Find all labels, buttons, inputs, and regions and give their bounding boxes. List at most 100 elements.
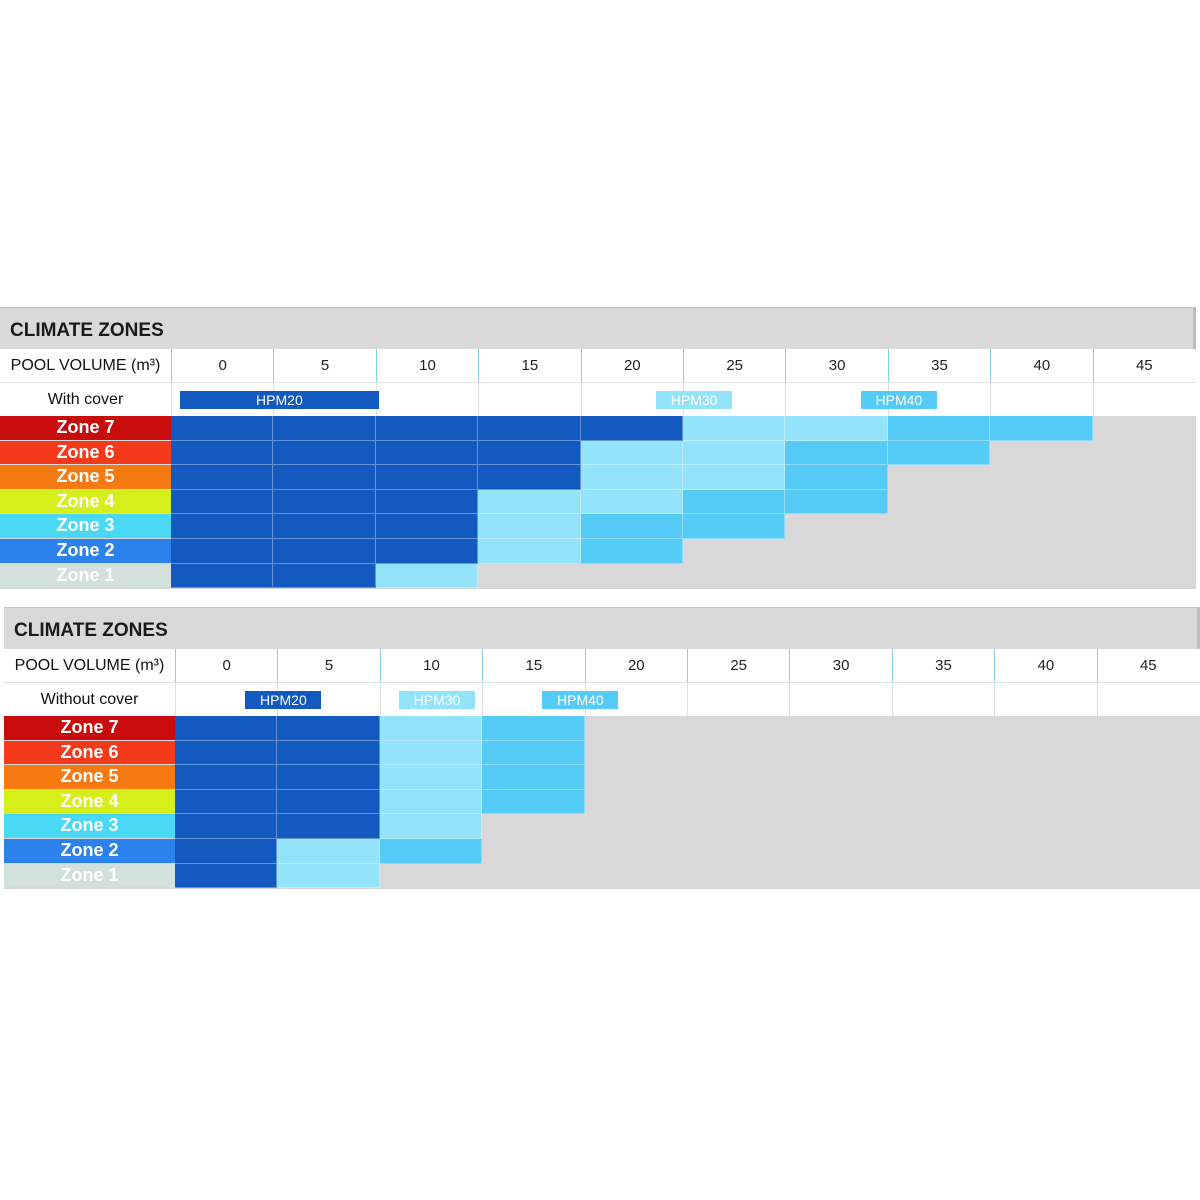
zone-cell-hpm40 xyxy=(887,440,991,466)
zone-label-zone-7: Zone 7 xyxy=(0,416,171,440)
zone-cell-hpm30 xyxy=(277,863,380,889)
legend-hpm40: HPM40 xyxy=(860,391,937,409)
cover-row-cell xyxy=(478,383,580,416)
zone-cell-hpm30 xyxy=(379,716,483,741)
zone-cell-hpm30 xyxy=(683,440,786,466)
zone-cell-hpm30 xyxy=(580,465,683,490)
zone-cell-hpm20 xyxy=(273,514,376,539)
zone-cell-hpm20 xyxy=(171,465,274,490)
volume-tick-label: 25 xyxy=(683,349,785,382)
zone-cell-hpm30 xyxy=(478,489,581,515)
zone-cell-hpm20 xyxy=(375,416,479,441)
pool-volume-header-row: POOL VOLUME (m³) 0 5 10 15 20 25 30 35 40 45 xyxy=(0,349,1196,383)
cover-row-cell xyxy=(175,683,277,716)
zone-cell-hpm20 xyxy=(171,416,274,441)
cover-row-cell xyxy=(482,683,584,716)
zone-cell-hpm20 xyxy=(478,440,581,466)
zone-cell-hpm20 xyxy=(175,740,278,766)
zone-cell-hpm20 xyxy=(277,814,380,839)
zone-cell-hpm40 xyxy=(683,489,786,515)
volume-tick-label: 30 xyxy=(785,349,887,382)
zone-cell-hpm20 xyxy=(175,814,278,839)
zone-label-zone-6: Zone 6 xyxy=(4,740,175,765)
zone-cell-hpm30 xyxy=(683,465,786,490)
volume-tick-label: 10 xyxy=(379,649,482,682)
zone-cell-hpm30 xyxy=(580,440,683,466)
volume-tick-label: 20 xyxy=(584,649,687,682)
zone-cell-hpm20 xyxy=(273,440,376,466)
zone-cell-hpm40 xyxy=(482,765,585,790)
cover-row-cell xyxy=(990,383,1092,416)
zone-cell-hpm30 xyxy=(683,416,786,441)
zone-cell-hpm30 xyxy=(379,789,483,815)
zone-cell-hpm30 xyxy=(375,563,479,589)
legend-hpm30: HPM30 xyxy=(399,691,475,709)
zone-cell-hpm20 xyxy=(375,514,479,539)
zone-cell-hpm20 xyxy=(478,465,581,490)
zone-cell-hpm30 xyxy=(785,416,888,441)
volume-tick-label: 10 xyxy=(375,349,478,382)
zone-label-zone-4: Zone 4 xyxy=(4,789,175,814)
zone-cell-hpm30 xyxy=(379,740,483,766)
zone-cell-hpm20 xyxy=(375,440,479,466)
zone-cell-hpm20 xyxy=(175,765,278,790)
cover-row-cell xyxy=(891,683,994,716)
zone-cell-hpm40 xyxy=(580,539,683,564)
zone-label-zone-4: Zone 4 xyxy=(0,489,171,514)
zone-cell-hpm40 xyxy=(482,716,585,741)
volume-tick-label: 5 xyxy=(277,649,379,682)
volume-tick-label: 20 xyxy=(580,349,683,382)
zone-cell-hpm40 xyxy=(482,740,585,766)
zone-cell-hpm40 xyxy=(482,789,585,815)
zone-label-zone-2: Zone 2 xyxy=(0,539,171,563)
zone-cell-hpm20 xyxy=(171,539,274,564)
zone-cell-hpm40 xyxy=(785,440,888,466)
volume-tick-label: 15 xyxy=(478,349,580,382)
legend-hpm30: HPM30 xyxy=(656,391,733,409)
zone-cell-hpm20 xyxy=(277,789,380,815)
zone-cell-hpm30 xyxy=(478,539,581,564)
legend-hpm20: HPM20 xyxy=(245,691,322,709)
cover-row-cell xyxy=(687,683,789,716)
zone-cell-hpm30 xyxy=(478,514,581,539)
zone-cell-hpm20 xyxy=(273,563,376,589)
zone-cell-hpm20 xyxy=(277,740,380,766)
cover-row-cell xyxy=(379,683,482,716)
zone-cell-hpm30 xyxy=(379,765,483,790)
zone-cell-hpm20 xyxy=(171,489,274,515)
cover-row-cell xyxy=(1096,683,1199,716)
cover-row-cell xyxy=(994,683,1096,716)
volume-tick-label: 30 xyxy=(789,649,891,682)
volume-tick-label: 45 xyxy=(1096,649,1199,682)
zone-cell-hpm20 xyxy=(277,716,380,741)
zone-cell-hpm30 xyxy=(379,814,483,839)
cover-label: With cover xyxy=(47,391,124,408)
zone-cell-hpm40 xyxy=(785,489,888,515)
zone-label-zone-1: Zone 1 xyxy=(0,563,171,588)
title-bar: CLIMATE ZONES xyxy=(0,307,1196,350)
pool-volume-label: POOL VOLUME (m³) xyxy=(14,657,165,674)
volume-tick-label: 5 xyxy=(273,349,375,382)
volume-tick-label: 45 xyxy=(1092,349,1195,382)
volume-tick-label: 25 xyxy=(687,649,789,682)
volume-tick-label: 40 xyxy=(990,349,1092,382)
zone-label-zone-6: Zone 6 xyxy=(0,440,171,465)
zone-label-zone-7: Zone 7 xyxy=(4,716,175,740)
pool-volume-header-row: POOL VOLUME (m³) 0 5 10 15 20 25 30 35 40 45 xyxy=(4,649,1200,683)
zone-cell-hpm20 xyxy=(375,539,479,564)
volume-tick-label: 35 xyxy=(887,349,990,382)
cover-row-cell xyxy=(789,683,891,716)
legend-hpm20: HPM20 xyxy=(180,391,379,409)
volume-tick-label: 0 xyxy=(175,649,277,682)
zone-cell-hpm20 xyxy=(171,440,274,466)
cover-row-cell xyxy=(375,383,478,416)
cover-row-cell xyxy=(785,383,887,416)
title-bar-edge xyxy=(1197,608,1200,650)
zone-cell-hpm20 xyxy=(273,416,376,441)
zone-label-zone-2: Zone 2 xyxy=(4,839,175,863)
cover-row-cell xyxy=(1092,383,1195,416)
zone-cell-hpm20 xyxy=(273,465,376,490)
title-bar: CLIMATE ZONES xyxy=(4,607,1200,650)
chart-title: CLIMATE ZONES xyxy=(14,620,168,641)
title-bar-edge xyxy=(1193,308,1196,350)
